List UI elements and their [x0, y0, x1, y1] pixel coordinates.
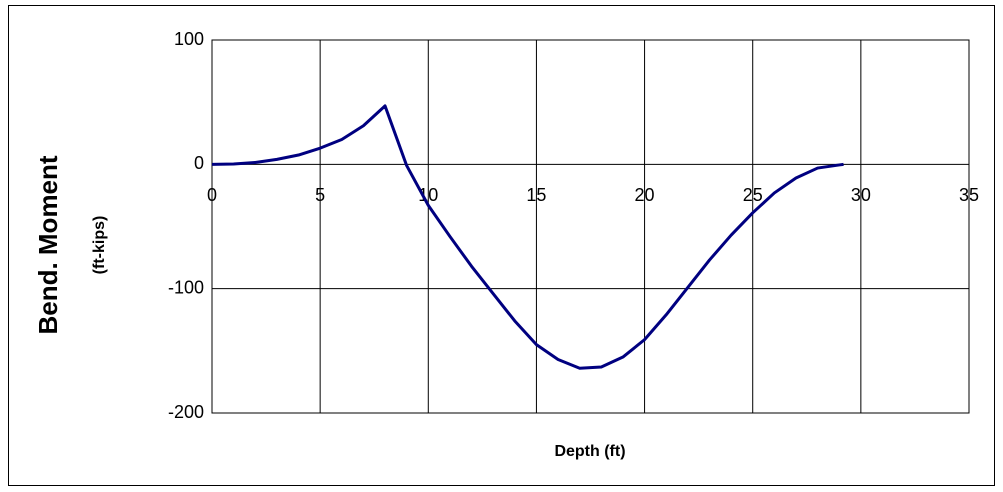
x-tick-label: 5: [315, 185, 325, 205]
x-tick-label: 25: [743, 185, 763, 205]
y-axis-label: Bend. Moment: [33, 155, 63, 334]
x-tick-label: 10: [418, 185, 438, 205]
x-tick-label: 15: [526, 185, 546, 205]
x-axis-label: Depth (ft): [554, 443, 625, 460]
y-axis-units: (ft-kips): [91, 216, 108, 275]
y-tick-label: 0: [194, 153, 204, 173]
x-tick-label: 35: [959, 185, 979, 205]
y-tick-label: 100: [174, 29, 204, 49]
plot-area: [211, 39, 970, 414]
y-tick-label: -200: [168, 402, 204, 422]
x-tick-label: 30: [851, 185, 871, 205]
y-tick-label: -100: [168, 277, 204, 297]
data-line: [211, 104, 844, 370]
x-tick-label: 20: [635, 185, 655, 205]
x-tick-label: 0: [207, 185, 217, 205]
